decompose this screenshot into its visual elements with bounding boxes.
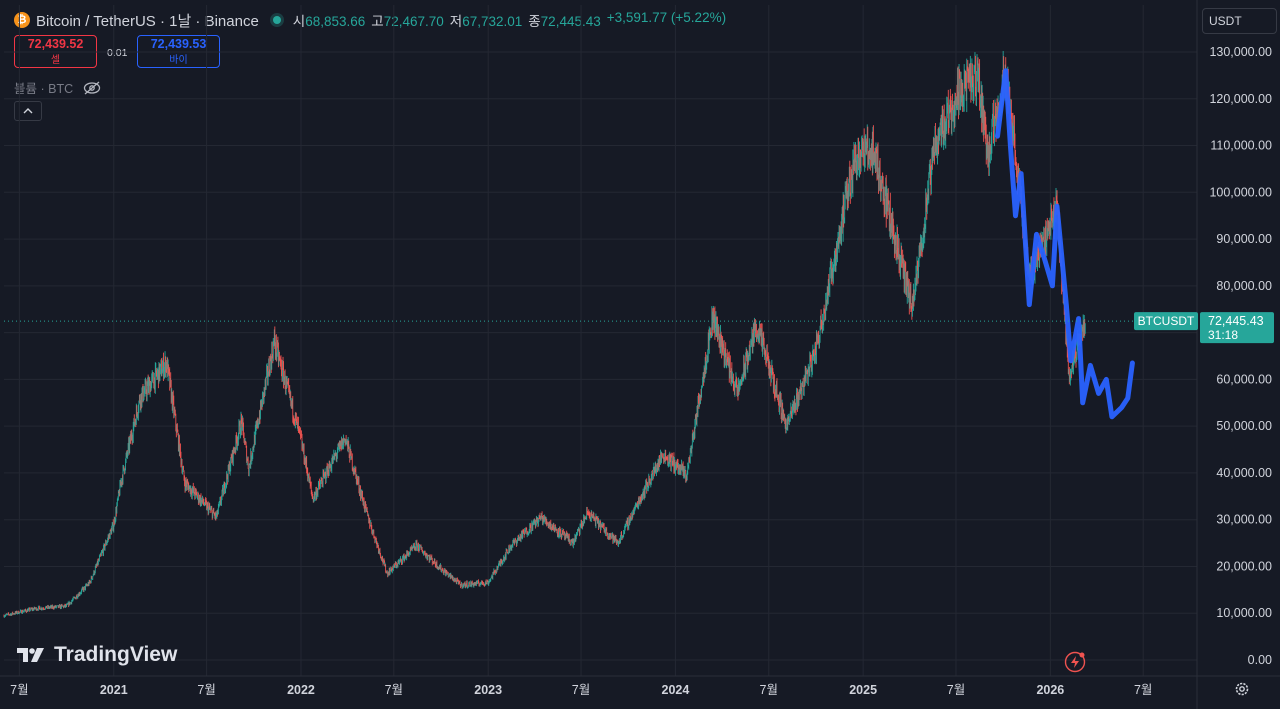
y-tick-label: 10,000.00 bbox=[1216, 606, 1272, 620]
symbol-price-tag bbox=[1134, 312, 1198, 331]
buy-price: 72,439.53 bbox=[150, 37, 207, 51]
spread-value: 0.01 bbox=[107, 47, 128, 59]
y-tick-label: 0.00 bbox=[1248, 653, 1272, 667]
y-tick-label: 90,000.00 bbox=[1216, 232, 1272, 246]
x-tick-label: 7월 bbox=[385, 683, 403, 697]
current-price-tag bbox=[1200, 312, 1274, 344]
x-tick-label: 7월 bbox=[197, 683, 215, 697]
gear-icon[interactable] bbox=[1234, 681, 1250, 697]
open-value: 68,853.66 bbox=[305, 14, 366, 29]
x-tick-label: 7월 bbox=[1134, 683, 1152, 697]
y-tick-label: 20,000.00 bbox=[1216, 559, 1272, 573]
y-tick-label: 80,000.00 bbox=[1216, 279, 1272, 293]
y-tick-label: 110,000.00 bbox=[1210, 139, 1272, 153]
x-tick-label: 7월 bbox=[947, 683, 965, 697]
eye-off-icon[interactable] bbox=[83, 81, 101, 95]
x-tick-label: 2026 bbox=[1036, 683, 1064, 697]
watermark-text: TradingView bbox=[54, 643, 178, 666]
projection-path bbox=[995, 68, 1135, 420]
high-value: 72,467.70 bbox=[383, 14, 444, 29]
x-tick-label: 2023 bbox=[474, 683, 502, 697]
volume-label: 볼륨 · BTC bbox=[14, 82, 74, 96]
low-label: 저 bbox=[449, 14, 463, 29]
y-tick-label: 120,000.00 bbox=[1209, 92, 1272, 106]
countdown-text: 31:18 bbox=[1208, 328, 1238, 342]
market-status-icon bbox=[272, 16, 281, 24]
x-tick-label: 2024 bbox=[662, 683, 690, 697]
close-label: 종 bbox=[528, 14, 541, 29]
open-label: 시 bbox=[292, 14, 306, 29]
flash-icon[interactable] bbox=[1064, 651, 1086, 673]
y-tick-label: 130,000.00 bbox=[1209, 45, 1272, 59]
x-tick-label: 7월 bbox=[572, 683, 590, 697]
x-tick-label: 7월 bbox=[10, 683, 28, 697]
currency-label: USDT bbox=[1209, 14, 1242, 28]
symbol-title[interactable]: Bitcoin / TetherUS · 1날 · Binance bbox=[36, 12, 259, 30]
buy-label: 바이 bbox=[169, 55, 188, 66]
change-value: +3,591.77 (+5.22%) bbox=[606, 10, 727, 25]
high-label: 고 bbox=[371, 14, 384, 29]
ohlc-values: 시68,853.66 고72,467.70 저67,732.01 종72,445… bbox=[293, 10, 726, 30]
y-tick-label: 60,000.00 bbox=[1216, 372, 1272, 386]
y-tick-label: 50,000.00 bbox=[1216, 419, 1272, 433]
x-tick-label: 2021 bbox=[100, 683, 128, 697]
collapse-indicators-button[interactable] bbox=[14, 101, 42, 121]
y-tick-label: 100,000.00 bbox=[1209, 185, 1272, 199]
symbol-tag-text: BTCUSDT bbox=[1138, 314, 1195, 328]
sell-price: 72,439.52 bbox=[27, 37, 84, 51]
volume-indicator: 볼륨 · BTC bbox=[14, 78, 101, 97]
low-value: 67,732.01 bbox=[462, 14, 523, 29]
x-tick-label: 2022 bbox=[287, 683, 315, 697]
x-tick-label: 2025 bbox=[849, 683, 877, 697]
y-tick-label: 40,000.00 bbox=[1216, 466, 1272, 480]
tradingview-watermark: TradingView bbox=[16, 643, 177, 667]
close-value: 72,445.43 bbox=[540, 14, 601, 29]
tradingview-logo-icon bbox=[17, 648, 44, 662]
current-price-text: 72,445.43 bbox=[1208, 314, 1264, 328]
y-tick-label: 30,000.00 bbox=[1216, 513, 1272, 527]
sell-label: 셀 bbox=[50, 55, 61, 66]
x-tick-label: 7월 bbox=[760, 683, 778, 697]
bitcoin-icon: ₿ bbox=[14, 12, 30, 28]
currency-select[interactable]: USDT bbox=[1202, 8, 1277, 34]
chart-header: ₿ Bitcoin / TetherUS · 1날 · Binance 시68,… bbox=[14, 10, 726, 30]
chevron-up-icon bbox=[23, 108, 33, 114]
